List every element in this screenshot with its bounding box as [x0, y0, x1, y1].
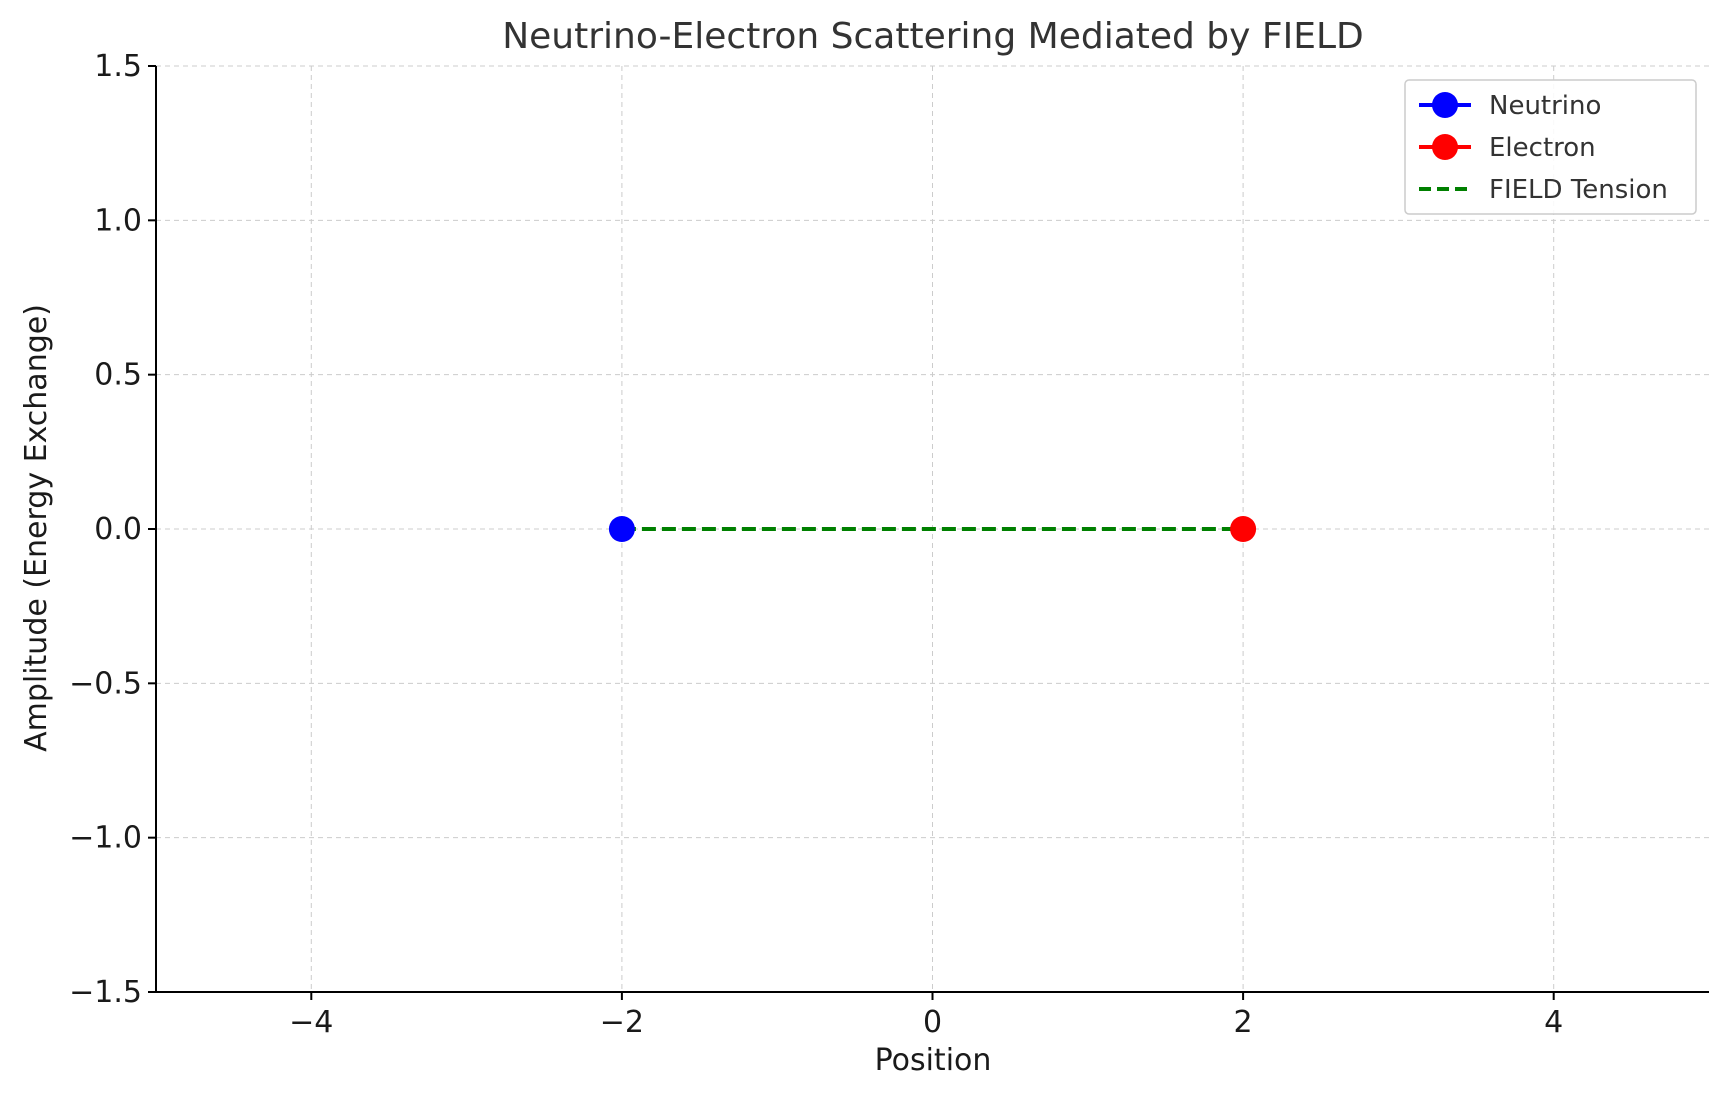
y-tick-label: −0.5: [69, 666, 142, 701]
x-tick-label: 0: [923, 1005, 942, 1040]
y-tick-label: −1.5: [69, 975, 142, 1010]
x-tick-label: 2: [1234, 1005, 1253, 1040]
y-axis-ticks: −1.5 −1.0 −0.5 0.0 0.5 1.0 1.5: [69, 49, 156, 1010]
y-tick-label: 1.0: [94, 203, 142, 238]
chart-title: Neutrino-Electron Scattering Mediated by…: [502, 16, 1364, 57]
y-tick-label: 1.5: [94, 49, 142, 84]
x-tick-label: −4: [289, 1005, 333, 1040]
plot-area: [608, 516, 1257, 542]
x-tick-label: 4: [1544, 1005, 1563, 1040]
x-axis-ticks: −4 −2 0 2 4: [289, 992, 1563, 1040]
y-tick-label: −1.0: [69, 821, 142, 856]
point-electron: [1230, 516, 1257, 542]
legend-swatch-marker-neutrino: [1432, 92, 1458, 118]
legend-label-neutrino: Neutrino: [1489, 91, 1601, 121]
y-tick-label: 0.5: [94, 358, 142, 393]
x-axis-label: Position: [875, 1043, 992, 1078]
legend-label-electron: Electron: [1489, 133, 1596, 163]
legend-box: [1404, 79, 1697, 215]
legend-label-field-tension: FIELD Tension: [1489, 175, 1668, 205]
legend: Neutrino Electron FIELD Tension: [1404, 79, 1697, 215]
point-neutrino: [608, 516, 635, 542]
y-tick-label: 0.0: [94, 512, 142, 547]
y-axis-label: Amplitude (Energy Exchange): [19, 304, 54, 752]
legend-swatch-marker-electron: [1432, 134, 1458, 160]
x-tick-label: −2: [600, 1005, 644, 1040]
